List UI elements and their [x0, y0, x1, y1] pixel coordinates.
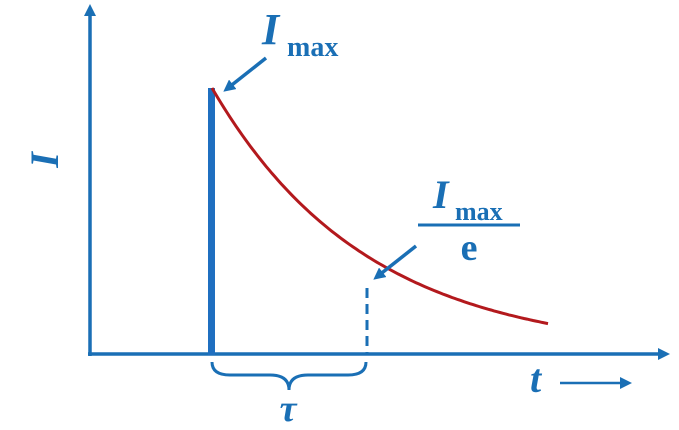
arrow-down-left-icon: [223, 56, 268, 92]
fraction-label: I max e: [418, 172, 520, 269]
tau-brace: [210, 361, 368, 391]
fraction-numerator-symbol: I: [432, 172, 450, 217]
x-axis-label: t: [530, 356, 543, 401]
fraction-numerator: I max: [432, 172, 503, 226]
tau-label: τ: [280, 388, 298, 430]
decay-curve: [210, 87, 549, 326]
peak-label: I max: [261, 5, 338, 63]
peak-label-subscript: max: [287, 32, 338, 63]
y-axis-label: I: [22, 151, 67, 169]
arrow-down-left-icon: [373, 244, 418, 280]
peak-label-symbol: I: [261, 5, 281, 54]
fraction-numerator-subscript: max: [455, 197, 503, 226]
current-spike: [208, 88, 215, 355]
fraction-denominator: e: [461, 227, 478, 269]
